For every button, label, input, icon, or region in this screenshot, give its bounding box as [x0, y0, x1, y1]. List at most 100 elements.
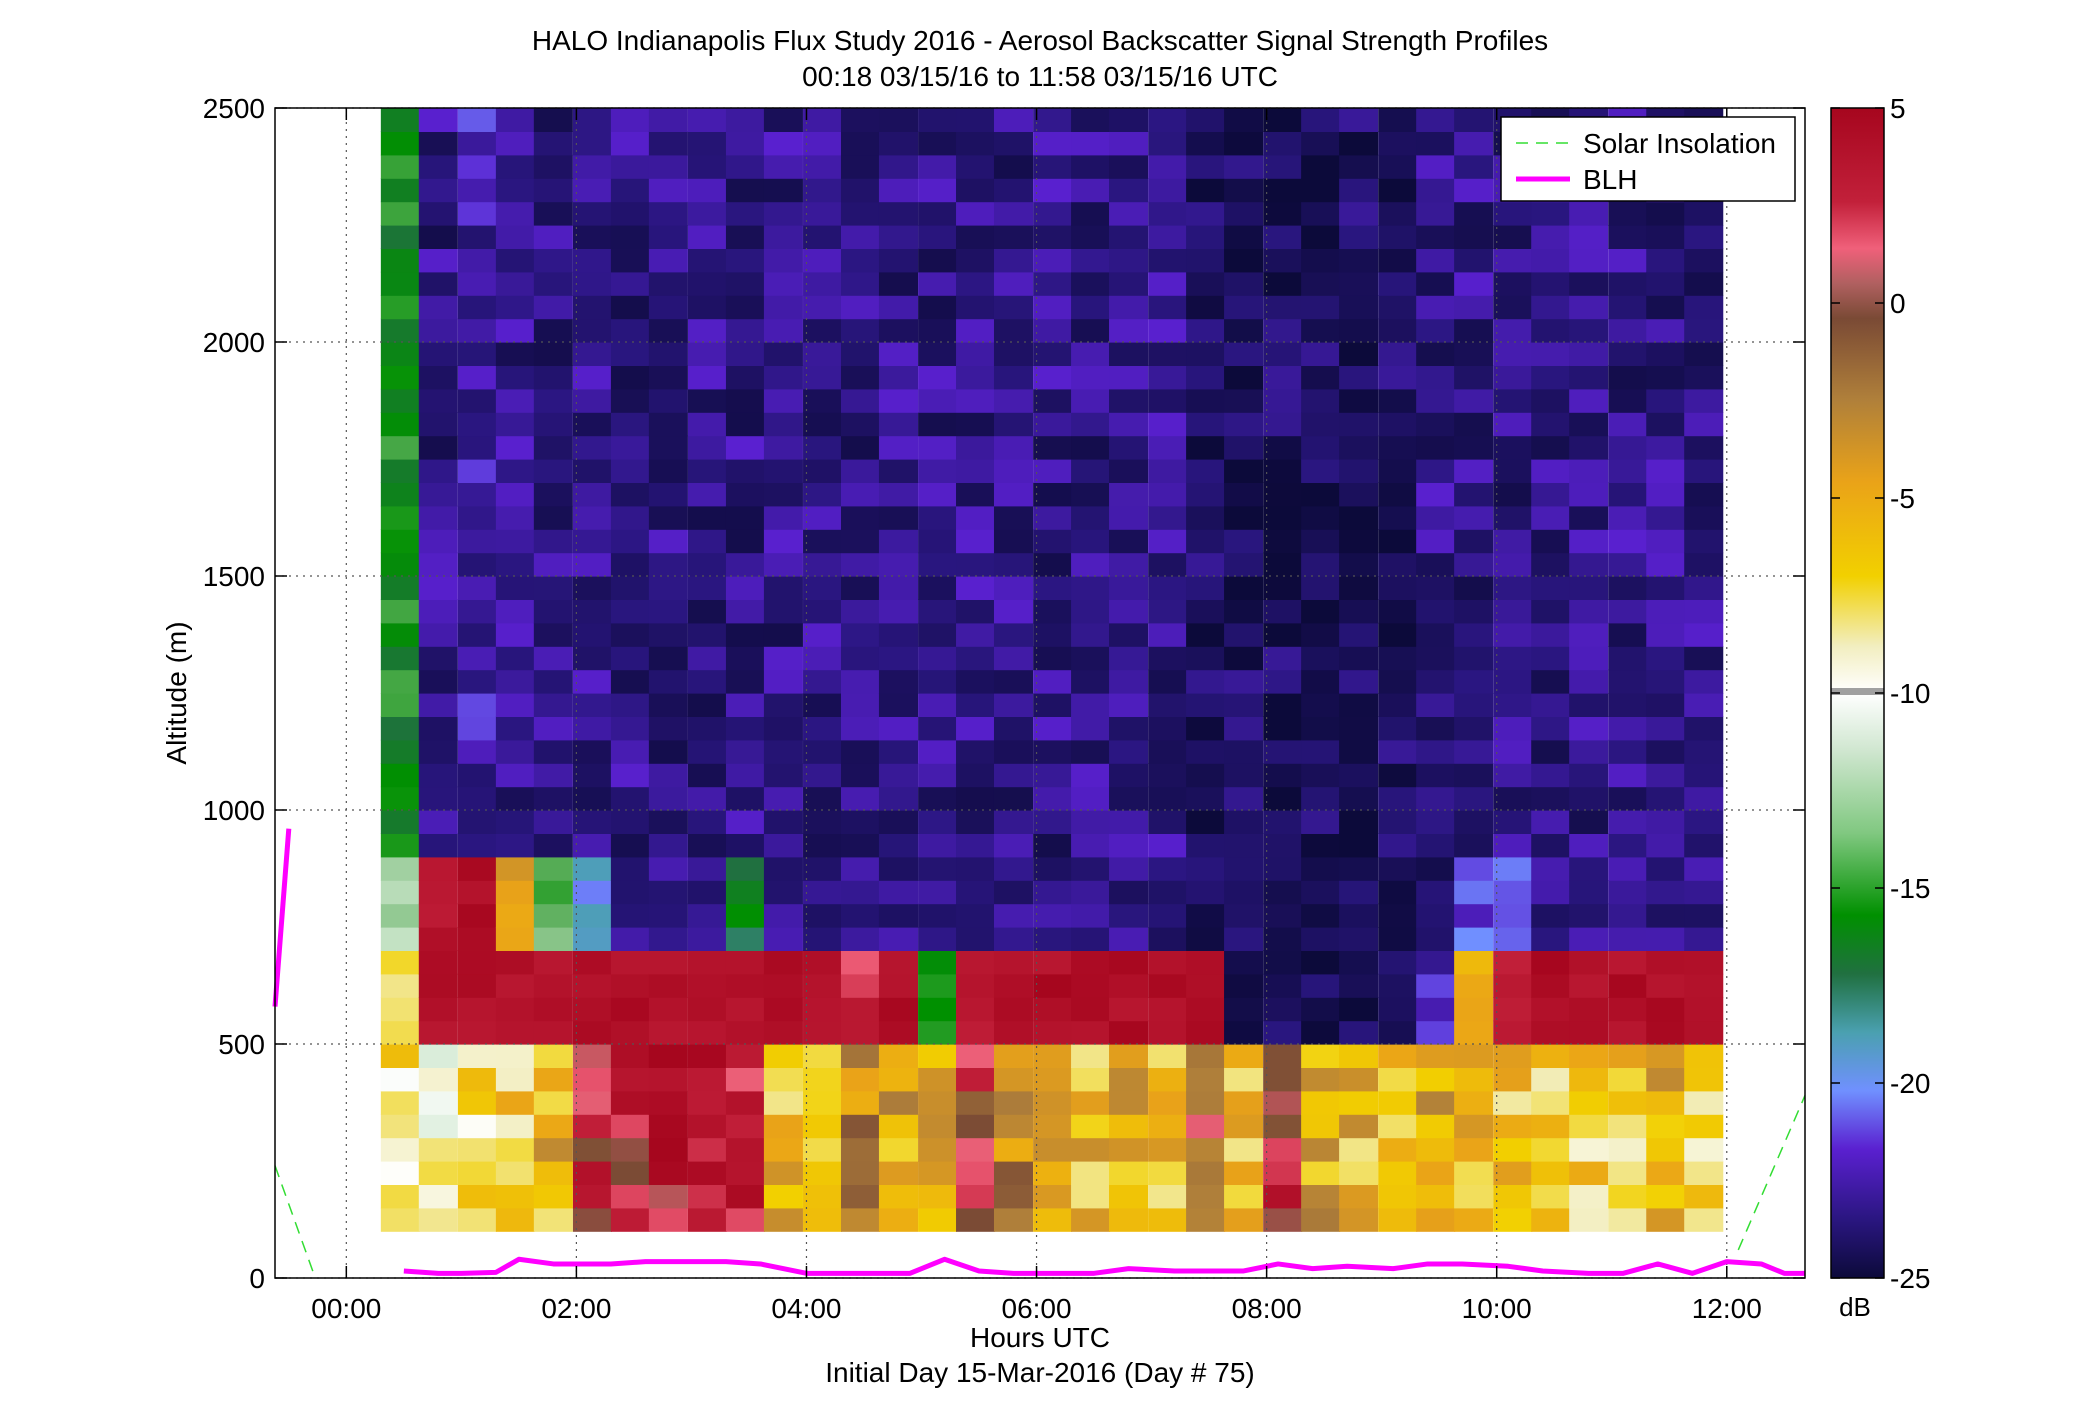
heatmap-cell [1493, 903, 1533, 928]
heatmap-cell [495, 318, 535, 343]
heatmap-cell [1646, 529, 1686, 554]
heatmap-cell [457, 295, 497, 320]
heatmap-cell [1646, 459, 1686, 483]
heatmap-cell [1454, 599, 1494, 624]
heatmap-cell [956, 388, 996, 413]
heatmap-cell [1608, 903, 1648, 928]
heatmap-cell [572, 412, 613, 437]
heatmap-cell [572, 1090, 613, 1115]
heatmap-cell [725, 1137, 766, 1162]
heatmap-cell [1608, 693, 1648, 717]
heatmap-cell [1493, 997, 1533, 1022]
heatmap-cell [495, 810, 535, 834]
heatmap-cell [1684, 1207, 1724, 1232]
heatmap-cell [1224, 365, 1264, 390]
heatmap-cell [1493, 927, 1533, 951]
heatmap-cell [533, 388, 573, 413]
heatmap-cell [1301, 482, 1341, 507]
heatmap-cell [1646, 763, 1686, 788]
heatmap-cell [1263, 669, 1303, 694]
heatmap-cell [1148, 295, 1188, 320]
heatmap-cell [840, 599, 881, 624]
heatmap-cell [1416, 1067, 1456, 1092]
heatmap-cell [1569, 529, 1609, 554]
heatmap-cell [1263, 1090, 1303, 1115]
heatmap-cell [1608, 576, 1648, 600]
heatmap-cell [956, 997, 996, 1022]
heatmap-cell [1339, 248, 1379, 273]
heatmap-cell [495, 997, 535, 1022]
heatmap-cell [725, 973, 766, 998]
heatmap-cell [533, 716, 573, 741]
heatmap-cell [1339, 856, 1379, 881]
heatmap-cell [763, 318, 803, 343]
heatmap-cell [993, 225, 1034, 249]
heatmap-cell [687, 950, 728, 975]
heatmap-cell [1493, 412, 1533, 437]
heatmap-cell [1263, 810, 1303, 834]
heatmap-cell [956, 225, 996, 249]
heatmap-cell [1148, 365, 1188, 390]
colorbar-tick-label: -25 [1890, 1263, 1930, 1294]
heatmap-cell [1071, 1161, 1111, 1185]
heatmap-cell [1531, 248, 1571, 273]
heatmap-cell [1416, 388, 1456, 413]
heatmap-cell [610, 693, 650, 717]
heatmap-cell [1148, 950, 1188, 975]
heatmap-cell [610, 1044, 650, 1068]
legend-blh-label: BLH [1583, 164, 1637, 195]
heatmap-cell [610, 1184, 650, 1209]
heatmap-cell [956, 412, 996, 437]
heatmap-cell [1301, 201, 1341, 226]
heatmap-cell [1033, 295, 1073, 320]
heatmap-cell [648, 318, 688, 343]
heatmap-cell [1224, 412, 1264, 437]
heatmap-cell [1109, 622, 1149, 647]
heatmap-cell [495, 763, 535, 788]
heatmap-cell [1301, 716, 1341, 741]
heatmap-cell [1493, 576, 1533, 600]
heatmap-cell [1531, 1184, 1571, 1209]
heatmap-cell [687, 271, 728, 296]
heatmap-cell [648, 529, 688, 554]
heatmap-cell [918, 1207, 958, 1232]
heatmap-cell [418, 973, 458, 998]
heatmap-cell [1186, 927, 1226, 951]
heatmap-cell [1224, 786, 1264, 811]
heatmap-cell [993, 412, 1034, 437]
heatmap-cell [1493, 646, 1533, 671]
heatmap-cell [956, 950, 996, 975]
heatmap-cell [1416, 505, 1456, 530]
heatmap-cell [1033, 997, 1073, 1022]
heatmap-cell [1224, 1020, 1264, 1045]
heatmap-cell [1071, 459, 1111, 483]
heatmap-cell [840, 763, 881, 788]
heatmap-cell [840, 693, 881, 717]
heatmap-cell [1454, 271, 1494, 296]
heatmap-cell [1339, 973, 1379, 998]
heatmap-cell [1224, 903, 1264, 928]
heatmap-cell [803, 716, 843, 741]
heatmap-cell [572, 365, 613, 390]
heatmap-cell [1493, 856, 1533, 881]
heatmap-cell [1109, 318, 1149, 343]
heatmap-cell [1569, 716, 1609, 741]
heatmap-cell [648, 669, 688, 694]
heatmap-cell [1684, 739, 1724, 764]
heatmap-cell [1033, 973, 1073, 998]
heatmap-cell [918, 1020, 958, 1045]
heatmap-cell [1339, 388, 1379, 413]
heatmap-cell [725, 295, 766, 320]
heatmap-cell [457, 1044, 497, 1068]
heatmap-cell [1339, 810, 1379, 834]
heatmap-cell [380, 318, 420, 343]
heatmap-cell [1454, 1067, 1494, 1092]
heatmap-cell [533, 295, 573, 320]
heatmap-cell [380, 131, 420, 156]
heatmap-cell [1531, 365, 1571, 390]
heatmap-cell [1148, 576, 1188, 600]
heatmap-cell [878, 833, 919, 858]
heatmap-cell [687, 739, 728, 764]
heatmap-cell [956, 505, 996, 530]
heatmap-cell [1608, 435, 1648, 460]
